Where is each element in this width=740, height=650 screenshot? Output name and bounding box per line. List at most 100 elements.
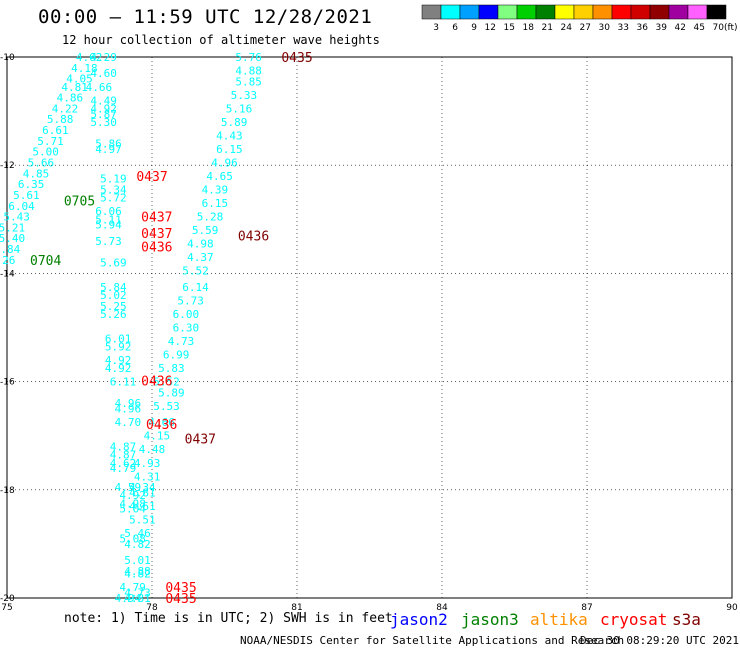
y-tick-label: -12	[0, 161, 15, 171]
wave-height-label: 5.59	[192, 224, 219, 237]
wave-height-label: 6.30	[173, 322, 200, 335]
wave-height-label: 5.53	[153, 400, 180, 413]
legend-swatch	[478, 4, 499, 20]
wave-height-label: 6.61	[42, 124, 69, 137]
wave-height-label: 4.92	[105, 354, 132, 367]
x-tick-label: 81	[291, 603, 302, 613]
wave-height-label: 4.62	[110, 457, 137, 470]
legend-swatch	[649, 4, 670, 20]
wave-height-label: 4.82	[124, 538, 151, 551]
wave-height-label: 5.84	[100, 281, 127, 294]
wave-height-label: 4.97	[95, 143, 122, 156]
wave-height-label: 5.30	[90, 116, 117, 129]
wave-height-label: 4.73	[124, 587, 151, 600]
wave-height-label: 5.94	[95, 219, 122, 232]
wave-height-label: 4.96	[115, 397, 142, 410]
wave-height-label: 4.65	[206, 170, 233, 183]
wave-height-label: 5.66	[28, 156, 55, 169]
wave-height-label: 4.98	[187, 238, 214, 251]
legend-bin-label: 9	[471, 23, 477, 33]
satellite-cryosat: cryosat	[600, 610, 668, 629]
legend-bin-label: 33	[618, 23, 629, 33]
wave-height-label: 6.99	[163, 349, 190, 362]
wave-height-label: 5.89	[158, 386, 185, 399]
y-tick-label: -20	[0, 594, 15, 604]
wave-height-label: 5.16	[226, 102, 253, 115]
wave-height-label: 5.19	[100, 173, 127, 186]
satellite-jason3: jason3	[461, 610, 519, 629]
wave-height-label: 4.15	[144, 430, 171, 443]
wave-height-label: 5.83	[158, 362, 185, 375]
x-tick-label: 75	[1, 603, 12, 613]
legend-unit: (ft)	[724, 23, 738, 33]
wave-height-label: 4.92	[119, 489, 146, 502]
wave-height-label: 5.89	[221, 116, 248, 129]
wave-height-label: 4.85	[23, 167, 50, 180]
wave-height-label: 5.51	[129, 514, 156, 527]
legend-bin-label: 3	[433, 23, 439, 33]
legend-swatch	[459, 4, 480, 20]
wave-height-label: 4.88	[235, 65, 262, 78]
wave-height-label: 4.87	[110, 449, 137, 462]
legend-bin-label: 70	[713, 23, 725, 33]
legend-bin-label: 36	[637, 23, 649, 33]
wave-height-label: 4.48	[139, 443, 166, 456]
legend-swatch	[497, 4, 518, 20]
y-tick-label: -18	[0, 486, 15, 496]
wave-height-label: 5.61	[13, 189, 40, 202]
wave-height-label: 5.21	[0, 221, 25, 234]
wave-height-label: 4.49	[90, 94, 117, 107]
y-tick-label: -16	[0, 378, 15, 388]
x-tick-label: 78	[146, 603, 158, 613]
time-label: 0705	[64, 194, 95, 209]
wave-height-label: 4.92	[90, 102, 117, 115]
time-label: 0435	[165, 581, 196, 596]
legend-swatch	[630, 4, 651, 20]
legend-bin-label: 45	[694, 23, 705, 33]
time-label: 0437	[185, 432, 216, 447]
wave-height-label: 4.37	[187, 251, 214, 264]
time-label: 0436	[141, 240, 172, 255]
legend-swatch	[440, 4, 461, 20]
wave-height-label: 4.31	[134, 470, 161, 483]
wave-height-label: 4.62	[76, 51, 103, 64]
x-tick-label: 84	[436, 603, 448, 613]
wave-height-label: 4.96	[115, 403, 142, 416]
wave-height-label: 5.87	[90, 108, 117, 121]
legend-bin-label: 27	[580, 23, 591, 33]
wave-height-label: 6.01	[105, 332, 132, 345]
wave-height-label: 4.81	[124, 592, 151, 605]
wave-height-label: 4.96	[211, 156, 238, 169]
wave-height-label: 5.26	[100, 308, 127, 321]
wave-height-label: 4.39	[202, 184, 229, 197]
y-tick-label: -14	[0, 269, 15, 279]
wave-height-label: 4.79	[110, 462, 137, 475]
time-label: 0436	[146, 418, 177, 433]
wave-height-label: 5.11	[95, 213, 122, 226]
wave-height-label: 4.05	[66, 73, 93, 86]
wave-height-label: 6.06	[95, 205, 122, 218]
credit-text: NOAA/NESDIS Center for Satellite Applica…	[240, 634, 625, 647]
wave-height-label: 6.04	[8, 200, 35, 213]
chart-title: 00:00 – 11:59 UTC 12/28/2021	[38, 6, 373, 28]
legend-bin-label: 42	[675, 23, 686, 33]
chart-subtitle: 12 hour collection of altimeter wave hei…	[62, 33, 380, 47]
wave-height-label: 5.85	[235, 75, 262, 88]
wave-height-label: 5.71	[37, 135, 64, 148]
wave-height-label: 5.73	[95, 235, 122, 248]
time-label: 0704	[30, 254, 61, 269]
wave-height-label: 4.43	[216, 129, 243, 142]
legend-swatch	[516, 4, 537, 20]
wave-height-label: 5.46	[124, 527, 151, 540]
legend-swatch	[592, 4, 613, 20]
wave-height-label: 4.84	[0, 243, 21, 256]
wave-height-label: 4.60	[90, 67, 117, 80]
wave-height-label: 5.88	[47, 113, 74, 126]
x-tick-label: 87	[581, 603, 592, 613]
wave-height-label: 5.43	[3, 211, 30, 224]
wave-height-label: 5.72	[100, 192, 127, 205]
wave-height-label: 4.92	[105, 362, 132, 375]
time-label: 0437	[136, 170, 167, 185]
wave-height-label: 6.14	[182, 281, 209, 294]
wave-height-label: 6.15	[216, 143, 243, 156]
